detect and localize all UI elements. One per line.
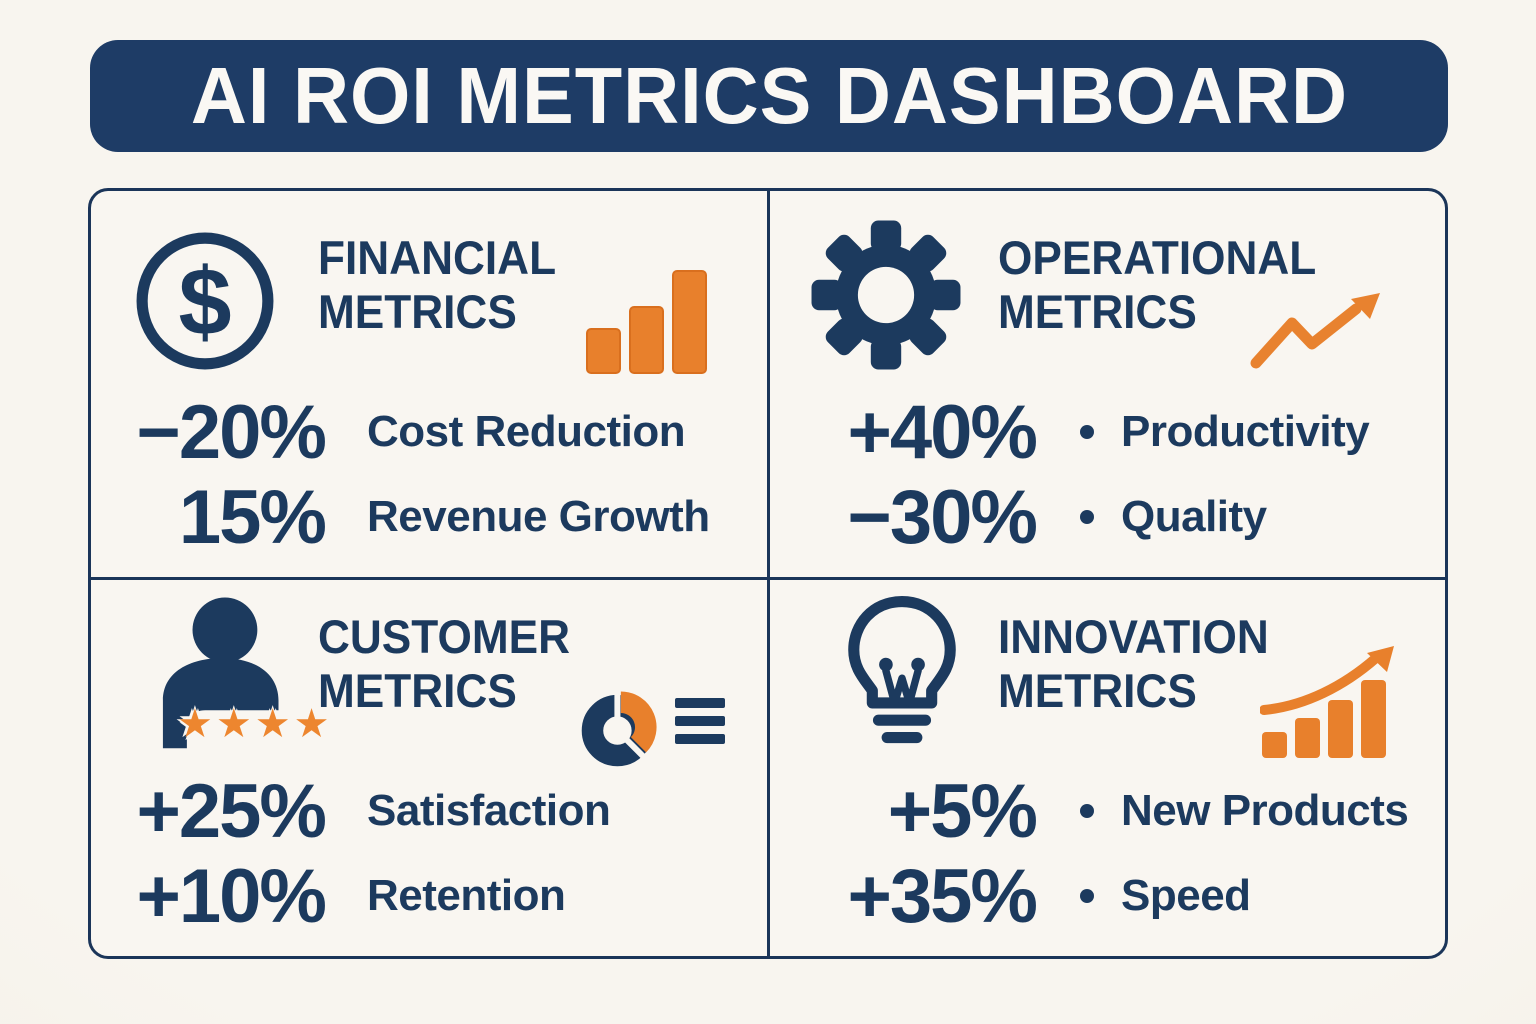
growth-bars-arrow-icon [1259,644,1398,760]
dashboard-title-bar: AI ROI METRICS DASHBOARD [90,40,1448,152]
metric-label: Productivity [1080,407,1370,457]
metric-value: +5% [887,768,1038,854]
innovation-metrics-panel: INNOVATION METRICS +5% New Products +35%… [770,580,1445,956]
operational-metrics-panel: OPERATIONAL METRICS +40% Productivity −3… [770,191,1445,577]
metric-label: Cost Reduction [367,407,686,457]
metric-label: Revenue Growth [367,492,710,542]
innovation-title: INNOVATION METRICS [998,610,1269,717]
metric-label: New Products [1080,786,1409,836]
metrics-grid: $ FINANCIAL METRICS −20% Cost Reduction … [88,188,1448,959]
innovation-metrics-list: +5% New Products +35% Speed [818,768,1409,939]
operational-metrics-list: +40% Productivity −30% Quality [818,389,1370,560]
metric-value: −20% [136,389,328,475]
metric-value: +10% [136,853,328,939]
customer-metrics-panel: ★★★★ CUSTOMER METRICS +25% Sat [91,580,767,956]
metric-value: 15% [178,474,327,560]
dollar-circle-icon: $ [134,230,276,372]
donut-chart-icon [577,685,663,771]
metric-label: Quality [1080,492,1369,542]
customer-title: CUSTOMER METRICS [318,610,571,717]
bullet-dot [1080,804,1094,819]
lightbulb-icon [834,594,970,755]
bullet-dot [1080,510,1094,525]
metric-label: Satisfaction [367,786,611,836]
metric-value: −30% [847,474,1039,560]
svg-text:$: $ [178,249,231,355]
person-icon [146,596,294,754]
page-title: AI ROI METRICS DASHBOARD [190,51,1348,140]
bullet-dot [1080,889,1094,904]
metric-label: Speed [1080,871,1408,921]
list-icon [675,698,725,744]
metric-label: Retention [367,871,566,921]
star-rating-icon: ★★★★ [177,702,333,746]
financial-metrics-list: −20% Cost Reduction 15% Revenue Growth [125,389,711,560]
financial-title: FINANCIAL METRICS [318,231,557,338]
trend-up-arrow-icon [1248,289,1392,373]
metric-value: +25% [136,768,328,854]
bar-chart-icon [585,269,713,375]
bullet-dot [1080,425,1094,440]
metric-value: +40% [847,389,1039,475]
metric-value: +35% [847,853,1039,939]
gear-icon [810,219,962,371]
operational-title: OPERATIONAL METRICS [998,231,1317,338]
customer-metrics-list: +25% Satisfaction +10% Retention [125,768,611,939]
financial-metrics-panel: $ FINANCIAL METRICS −20% Cost Reduction … [91,191,767,577]
